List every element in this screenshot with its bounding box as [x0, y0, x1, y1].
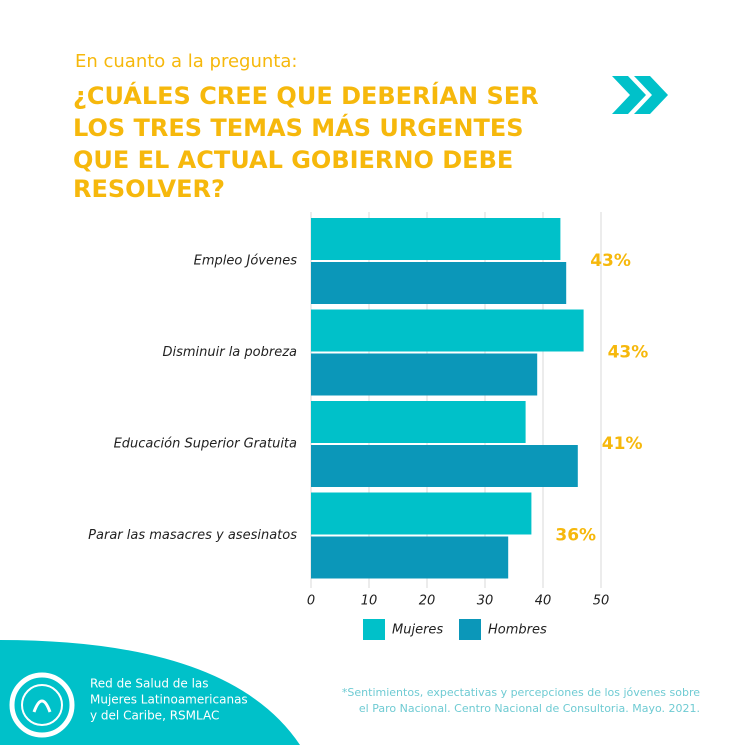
value-label: 41%: [602, 434, 643, 454]
category-label: Empleo Jóvenes: [194, 254, 298, 269]
logo: [9, 672, 75, 738]
chart-title: LOS TRES TEMAS MÁS URGENTES: [73, 113, 524, 142]
x-tick-label: 10: [361, 594, 378, 609]
x-tick-label: 40: [535, 594, 552, 609]
value-label: 43%: [590, 251, 631, 271]
x-tick-label: 30: [477, 594, 494, 609]
org-name: Mujeres Latinoamericanas: [90, 693, 248, 707]
bar: [311, 401, 526, 443]
value-label: 43%: [608, 343, 649, 363]
bar: [311, 445, 578, 487]
chart-title: ¿CUÁLES CREE QUE DEBERÍAN SER: [73, 81, 539, 110]
bar: [311, 536, 509, 579]
footnote: el Paro Nacional. Centro Nacional de Con…: [359, 702, 700, 715]
value-label: 36%: [555, 526, 596, 546]
org-name: Red de Salud de las: [90, 677, 209, 691]
category-label: Educación Superior Gratuita: [114, 437, 297, 452]
chart-title: RESOLVER?: [73, 175, 225, 203]
chevrons: [612, 76, 668, 114]
legend-label: Hombres: [488, 623, 547, 638]
category-label: Parar las masacres y asesinatos: [88, 528, 297, 543]
category-label: Disminuir la pobreza: [162, 345, 297, 360]
bar: [311, 492, 532, 535]
bar: [311, 353, 538, 396]
footnote: *Sentimientos, expectativas y percepcion…: [342, 686, 700, 699]
legend-label: Mujeres: [392, 623, 443, 638]
x-tick-label: 50: [593, 594, 610, 609]
bar: [311, 262, 567, 304]
legend-swatch: [363, 619, 385, 640]
chart-subtitle: En cuanto a la pregunta:: [75, 51, 297, 72]
org-name: y del Caribe, RSMLAC: [90, 709, 219, 723]
bar: [311, 218, 561, 260]
bar: [311, 309, 584, 352]
chart-title: QUE EL ACTUAL GOBIERNO DEBE: [73, 146, 513, 174]
x-tick-label: 0: [307, 594, 315, 609]
x-tick-label: 20: [419, 594, 436, 609]
legend-swatch: [459, 619, 481, 640]
corner-shape: [0, 640, 300, 745]
